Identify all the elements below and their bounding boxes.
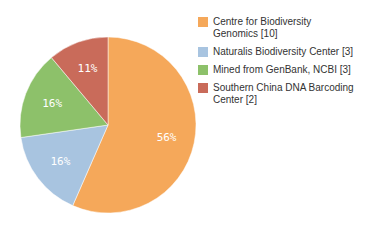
svg-text:56%: 56% — [157, 131, 177, 144]
html-text:Mined from GenBank, NCBI [3]: Mined from GenBank, NCBI [3] — [213, 64, 351, 75]
svg-text:11%: 11% — [78, 62, 98, 75]
svg-text:16%: 16% — [42, 97, 62, 110]
html-text:Centre for Biodiversity Genomi: Centre for Biodiversity Genomics [10] — [213, 16, 312, 39]
html-text:Naturalis Biodiversity Center: Naturalis Biodiversity Center [3] — [213, 46, 354, 57]
svg-text:16%: 16% — [50, 155, 70, 168]
html-text:Southern China DNA Barcoding C: Southern China DNA Barcoding Center [2] — [213, 82, 354, 105]
